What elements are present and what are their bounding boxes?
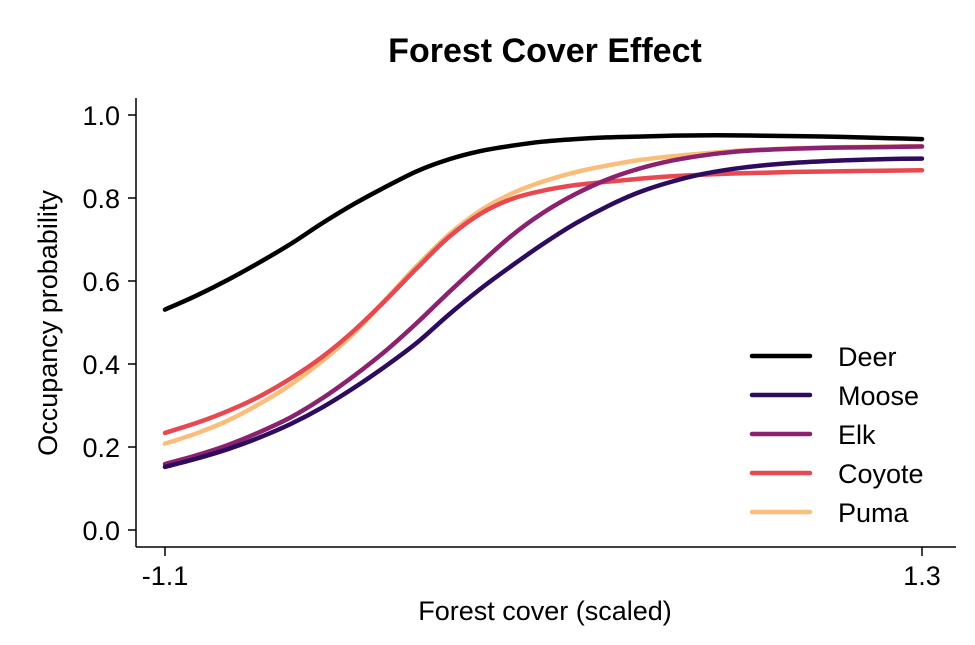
series-line-coyote bbox=[162, 167, 925, 436]
legend-label-deer: Deer bbox=[838, 342, 897, 372]
y-tick-label: 1.0 bbox=[82, 101, 120, 131]
series-line-deer bbox=[162, 133, 925, 312]
y-tick-label: 0.8 bbox=[82, 184, 120, 214]
y-tick-label: 0.0 bbox=[82, 516, 120, 546]
series-line-elk bbox=[162, 144, 925, 467]
x-tick-label: 1.3 bbox=[903, 561, 941, 591]
x-axis-ticks: -1.1 1.3 bbox=[142, 547, 941, 591]
legend-label-elk: Elk bbox=[838, 420, 876, 450]
chart-title: Forest Cover Effect bbox=[388, 32, 702, 70]
y-tick-label: 0.2 bbox=[82, 433, 120, 463]
y-axis-ticks: 0.0 0.2 0.4 0.6 0.8 1.0 bbox=[82, 101, 136, 546]
legend: Deer Moose Elk Coyote Puma bbox=[749, 342, 924, 528]
series-lines bbox=[162, 133, 925, 470]
x-tick-label: -1.1 bbox=[142, 561, 189, 591]
y-tick-label: 0.4 bbox=[82, 350, 120, 380]
legend-label-moose: Moose bbox=[838, 381, 919, 411]
series-line-moose bbox=[162, 156, 925, 470]
y-axis-label: Occupancy probability bbox=[33, 190, 63, 456]
legend-label-coyote: Coyote bbox=[838, 459, 924, 489]
legend-label-puma: Puma bbox=[838, 498, 910, 528]
y-tick-label: 0.6 bbox=[82, 267, 120, 297]
x-axis-label: Forest cover (scaled) bbox=[418, 596, 672, 626]
